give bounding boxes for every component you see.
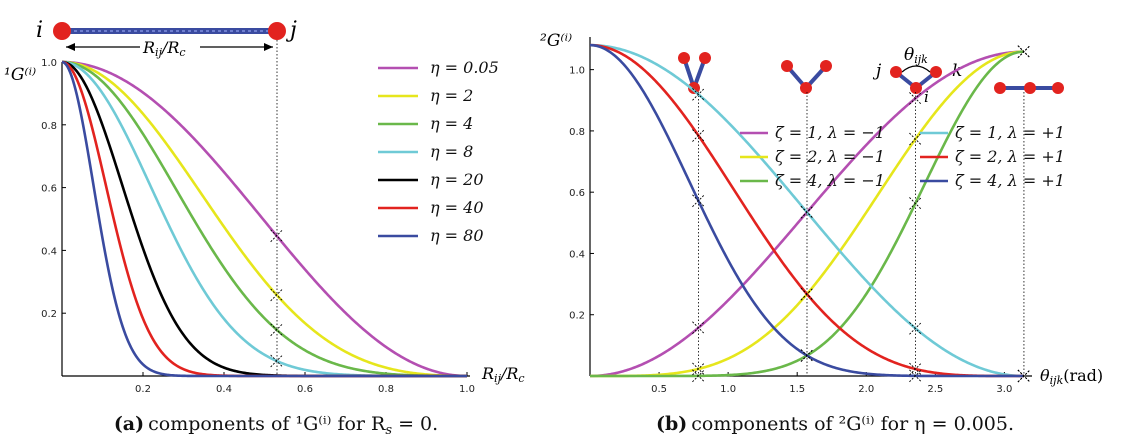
panel-a: i j Rij/Rc ¹G⁽ⁱ⁾ Rij/Rc 0.2 0.4 0.6 0.8 1.00…: [4, 18, 525, 438]
atom-i: [53, 22, 71, 40]
legend-label-a: η = 2: [430, 86, 473, 105]
curve-marker-a: [270, 354, 283, 368]
legend-a: η = 0.05 η = 2 η = 4 η = 8 η = 20 η = 40 η = 8…: [378, 58, 499, 245]
legend-label-a: η = 40: [430, 198, 484, 217]
legend-label-a: η = 20: [430, 170, 484, 189]
y-tick-label-b: 0.6: [569, 188, 585, 199]
distance-label-bg: [140, 38, 200, 56]
curve-marker-b: [692, 88, 705, 101]
caption-b: (b) components of ²G⁽ⁱ⁾ for η = 0.005.: [656, 413, 1014, 435]
legend-label-b: ζ = 2, λ = +1: [955, 147, 1065, 166]
y-tick-label-b: 0.2: [569, 311, 585, 322]
x-tick-label-b: 1.5: [789, 384, 805, 395]
x-axis-label: Rij/Rc: [481, 364, 525, 385]
y-tick-label-b: 0.8: [569, 127, 585, 138]
curve-marker-b: [692, 194, 705, 208]
pair-diagram: i j Rij/Rc: [36, 18, 297, 59]
x-tick-label-b: 2.5: [927, 384, 943, 395]
distance-label: Rij/Rc: [142, 38, 186, 59]
legend-b: ζ = 1, λ = −1 ζ = 2, λ = −1 ζ = 4, λ = −1 ζ…: [740, 123, 1065, 190]
legend-label-a: η = 80: [430, 226, 484, 245]
angle-label: θijk: [904, 45, 928, 66]
ticks-a: 0.2 0.4 0.6 0.8 1.0 0.2 0.4 0.6 0.8 1.0: [41, 58, 475, 395]
legend-label-b: ζ = 1, λ = −1: [775, 123, 885, 142]
legend-label-a: η = 0.05: [430, 58, 499, 77]
legend-label-a: η = 8: [430, 142, 473, 161]
legend-label-b: ζ = 1, λ = +1: [955, 123, 1065, 142]
panel-b: θijk j k i ²G⁽ⁱ⁾ θijk(rad) 0.5 1.0 1.5 2.0 2…: [540, 31, 1103, 435]
x-tick-label-a: 0.8: [378, 384, 394, 395]
legend-label-b: ζ = 4, λ = −1: [775, 171, 885, 190]
y-axis-label: ¹G⁽ⁱ⁾: [4, 65, 36, 85]
curve-marker-b: [909, 322, 922, 335]
atom-j-label: j: [872, 61, 882, 81]
x-tick-label-a: 1.0: [459, 384, 475, 395]
x-tick-label-b: 0.5: [651, 384, 667, 395]
curve-a: [61, 60, 467, 378]
y-tick-label-b: 0.4: [569, 249, 585, 260]
curve-marker-b: [1017, 45, 1031, 58]
atom-i-label: i: [924, 88, 929, 106]
curve-marker-b: [800, 205, 814, 219]
y-tick-label-a: 0.4: [41, 246, 57, 257]
curve-b: [589, 43, 1024, 378]
curve-marker-b: [909, 197, 922, 210]
atom-k: [930, 66, 942, 78]
x-tick-label-b: 1.0: [720, 384, 736, 395]
caption-a: (a) components of ¹G⁽ⁱ⁾ for Rs = 0.: [114, 413, 438, 438]
atom-j-label: j: [285, 18, 297, 43]
curve-a: [61, 60, 468, 378]
curve-marker-a: [270, 288, 283, 302]
arrow-left-icon: [66, 43, 75, 51]
curve-marker-b: [692, 129, 705, 142]
y-tick-label-b: 1.0: [569, 66, 585, 77]
curve-a: [61, 60, 467, 378]
atom-j: [268, 22, 286, 40]
y-axis-label: ²G⁽ⁱ⁾: [540, 31, 572, 51]
curve-marker-b: [909, 362, 922, 376]
atom-j: [890, 66, 902, 78]
curve-marker-b: [692, 321, 705, 335]
curve-marker-b: [909, 369, 922, 383]
molecule-icon-90deg: [781, 60, 832, 94]
markers-a: [270, 229, 283, 368]
y-tick-label-a: 1.0: [41, 58, 57, 69]
curve-marker-b: [909, 132, 922, 146]
x-tick-label-b: 2.0: [858, 384, 874, 395]
y-tick-label-a: 0.2: [41, 309, 57, 320]
curve-marker-b: [800, 287, 814, 301]
curve-marker-b: [909, 92, 922, 105]
x-tick-label-b: 3.0: [996, 384, 1012, 395]
molecule-icon-180deg: [994, 82, 1064, 94]
curves-b: [589, 43, 1024, 378]
y-tick-label-a: 0.8: [41, 121, 57, 132]
atom-i: [910, 82, 922, 94]
curve-marker-b: [800, 349, 814, 362]
arrow-right-icon: [264, 43, 273, 51]
x-tick-label-a: 0.6: [297, 384, 313, 395]
molecule-icon-45deg: [678, 52, 711, 94]
curve-marker-a: [270, 323, 283, 337]
curve-marker-a: [270, 229, 283, 243]
x-axis-label: θijk(rad): [1040, 366, 1103, 387]
angle-arc: [901, 65, 931, 73]
curves-a: [61, 60, 468, 378]
legend-label-b: ζ = 4, λ = +1: [955, 171, 1065, 190]
curve-marker-b: [1017, 369, 1031, 383]
y-tick-label-a: 0.6: [41, 184, 57, 195]
curve-marker-b: [692, 362, 705, 376]
legend-label-a: η = 4: [430, 114, 473, 133]
atom-i-label: i: [36, 18, 43, 43]
x-tick-label-a: 0.4: [216, 384, 232, 395]
markers-b: [692, 45, 1031, 383]
curve-marker-b: [692, 369, 705, 383]
x-tick-label-a: 0.2: [135, 384, 151, 395]
legend-label-b: ζ = 2, λ = −1: [775, 147, 885, 166]
